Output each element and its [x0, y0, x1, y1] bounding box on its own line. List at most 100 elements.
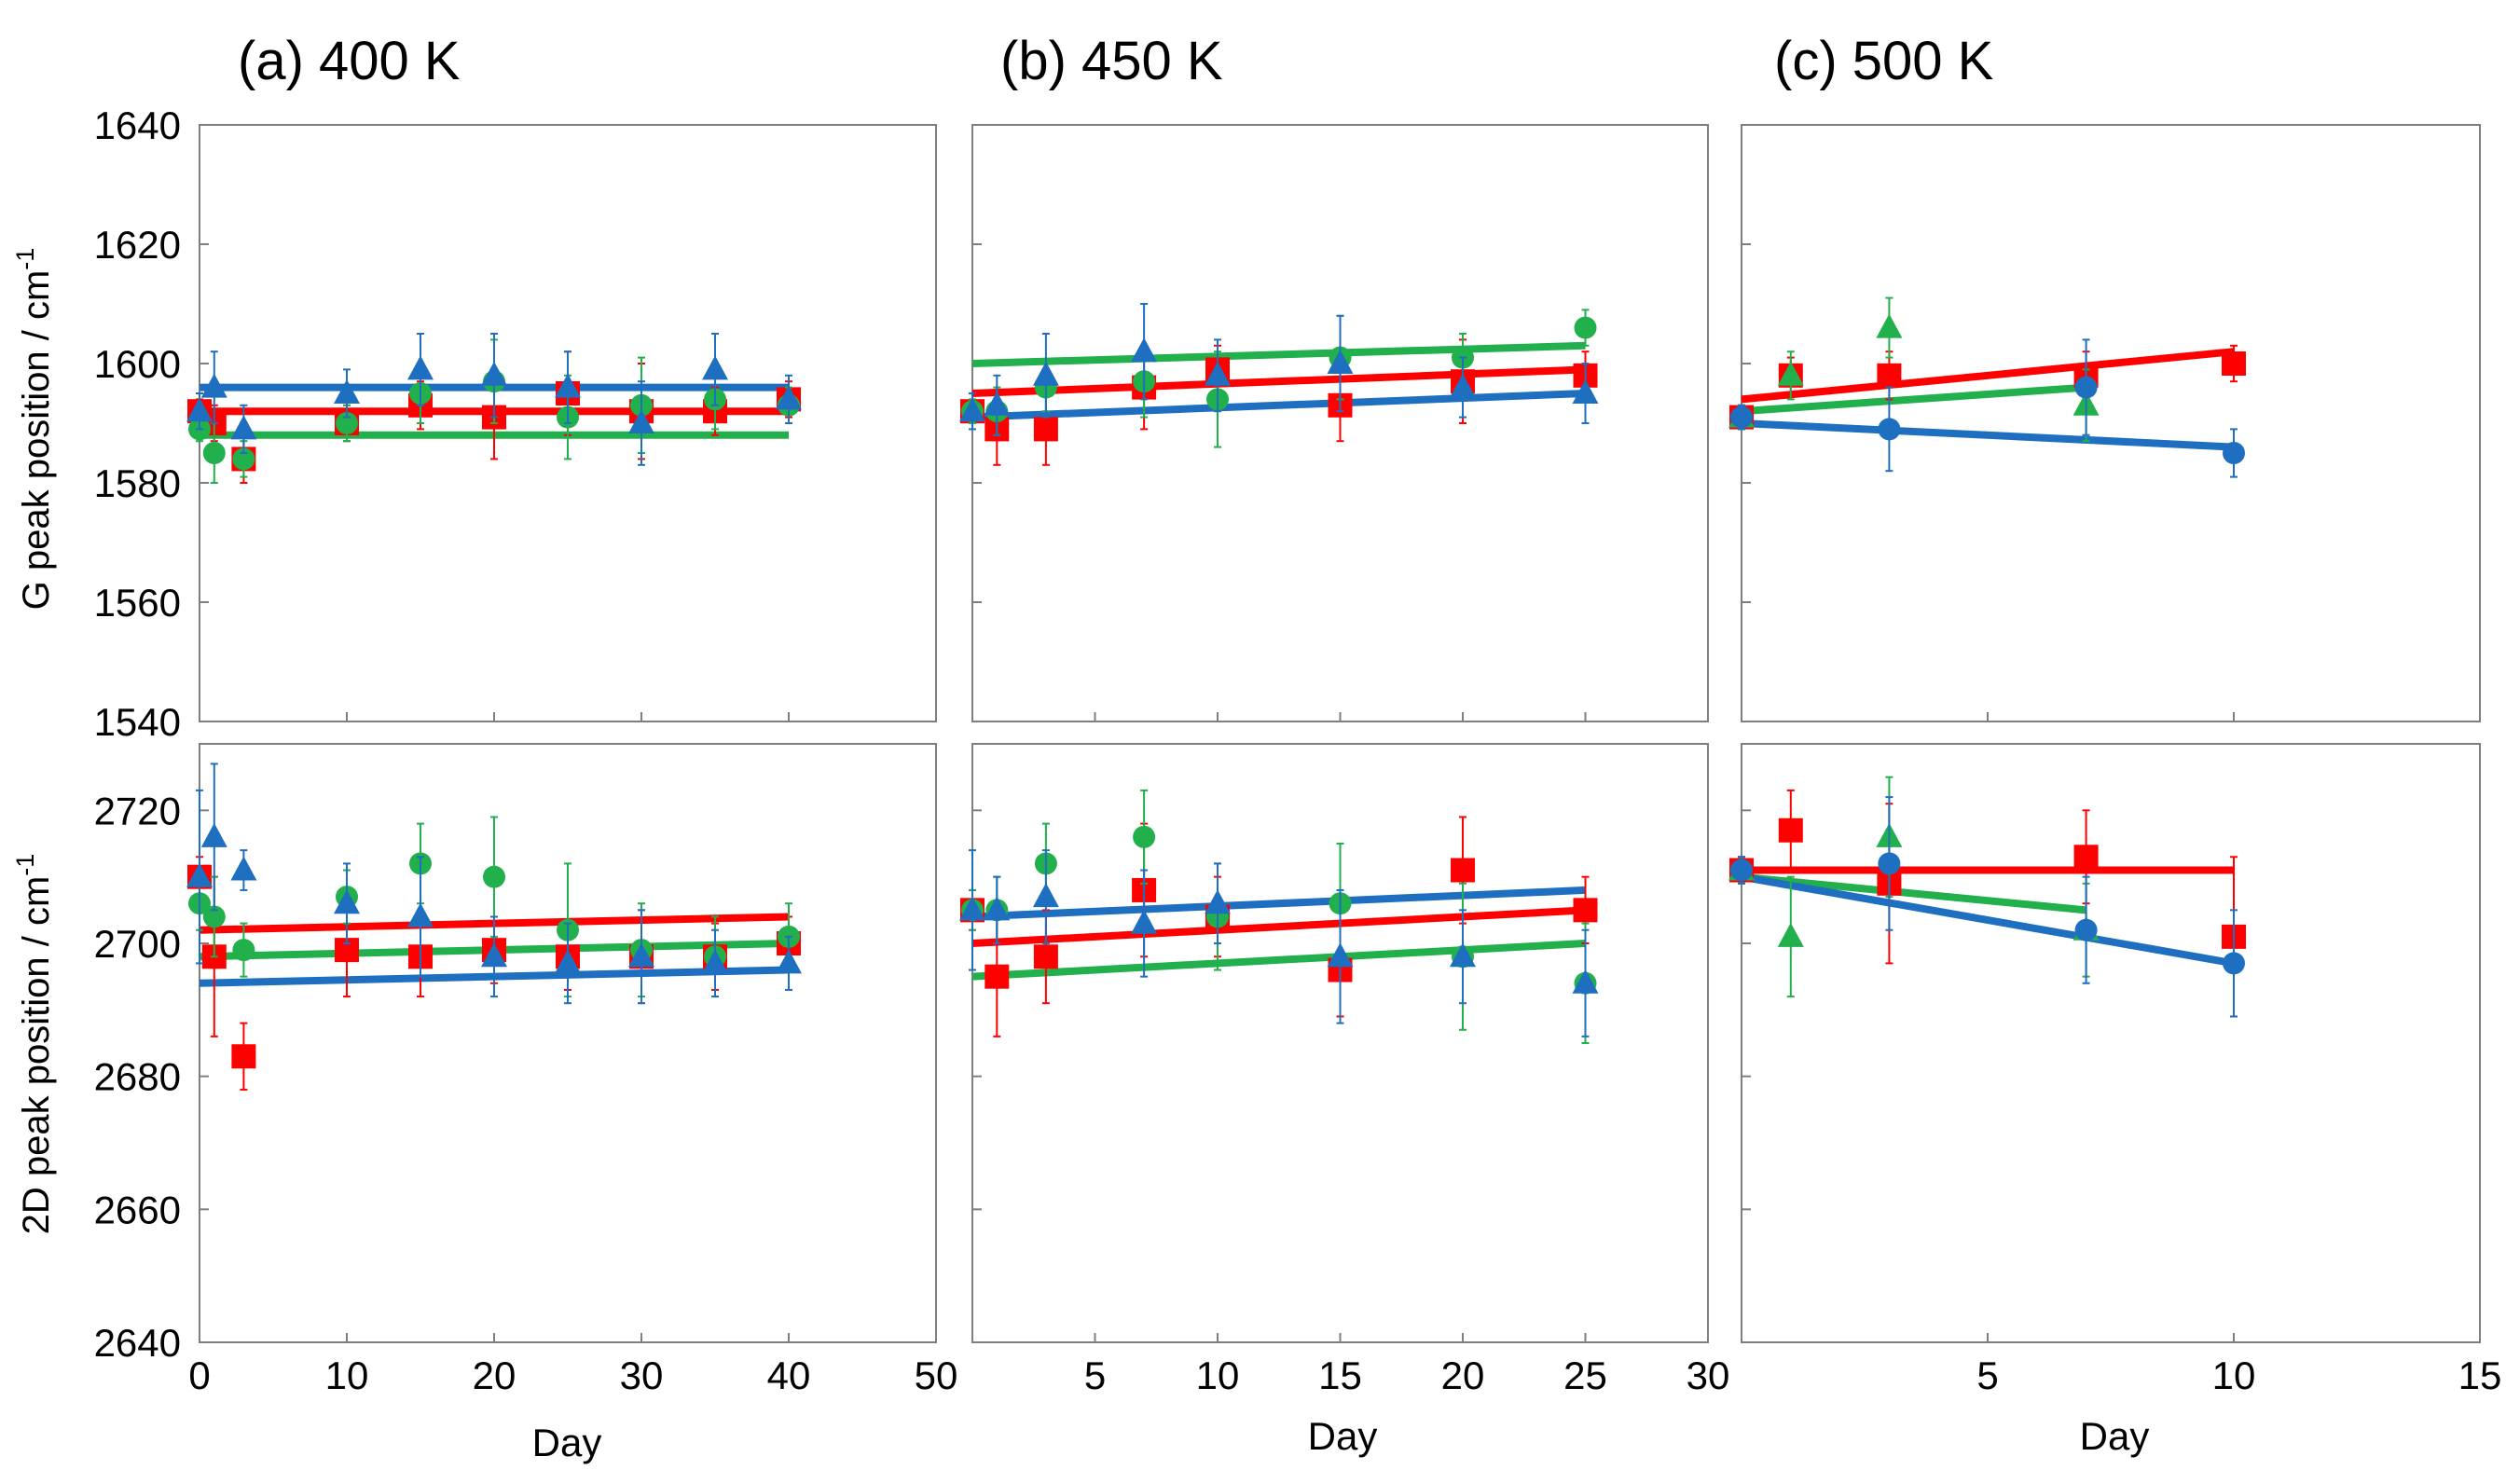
data-point-triangle — [628, 942, 654, 968]
y-axis-label-g: G peak position / cm-1 — [11, 248, 57, 611]
data-point-triangle — [230, 415, 257, 440]
data-point-square — [985, 964, 1010, 989]
fit-line — [1741, 419, 2235, 451]
data-point-triangle — [959, 397, 985, 422]
data-point-triangle — [481, 361, 507, 386]
data-point-triangle — [1450, 942, 1476, 968]
data-point-circle — [1574, 316, 1597, 339]
data-point-triangle — [1327, 350, 1354, 374]
x-tick-label: 5 — [1084, 1353, 1106, 1397]
data-marks — [186, 296, 2246, 1091]
panel-title-a: (a) 400 K — [238, 31, 461, 91]
x-axis-label-a: Day — [532, 1421, 602, 1464]
y-tick-label: 1540 — [94, 700, 181, 744]
y-tick-label: 1640 — [94, 103, 181, 147]
x-tick-label: 10 — [325, 1353, 369, 1397]
data-point-circle — [2074, 376, 2098, 399]
fit-line — [971, 390, 1586, 421]
data-point-triangle — [702, 949, 728, 974]
data-point-square — [1877, 363, 1902, 388]
data-point-triangle — [984, 391, 1011, 416]
data-point-triangle — [1131, 337, 1158, 363]
data-point-circle — [336, 412, 358, 434]
data-point-square — [1451, 858, 1475, 883]
x-tick-label: 10 — [2212, 1353, 2256, 1397]
data-point-triangle — [186, 862, 213, 887]
data-point-triangle — [407, 902, 434, 928]
data-point-triangle — [1876, 313, 1903, 338]
data-point-triangle — [702, 355, 728, 380]
y-tick-label: 1600 — [94, 342, 181, 386]
x-tick-label: 20 — [1441, 1353, 1485, 1397]
y-tick-label: 2700 — [94, 922, 181, 966]
data-point-circle — [2074, 918, 2098, 941]
data-point-triangle — [1032, 361, 1059, 386]
data-point-triangle — [1032, 883, 1059, 908]
data-point-triangle — [959, 896, 985, 921]
data-point-triangle — [200, 822, 227, 847]
data-point-circle — [232, 939, 255, 962]
panel-frame — [971, 743, 1709, 1343]
x-tick-label: 0 — [188, 1353, 210, 1397]
data-point-circle — [202, 442, 226, 464]
data-point-triangle — [1572, 379, 1599, 404]
x-tick-label: 50 — [915, 1353, 958, 1397]
panel-frames — [199, 124, 2481, 1343]
data-point-triangle — [776, 385, 802, 410]
data-point-triangle — [334, 379, 360, 404]
data-point-triangle — [1205, 889, 1231, 914]
x-tick-label: 5 — [1976, 1353, 1998, 1397]
data-point-square — [2222, 351, 2246, 376]
data-point-triangle — [407, 355, 434, 380]
data-point-square — [1033, 417, 1058, 442]
data-point-circle — [2223, 442, 2245, 464]
x-tick-label: 10 — [1196, 1353, 1240, 1397]
panel-frame — [1741, 743, 2481, 1343]
data-point-square — [1573, 898, 1598, 923]
data-point-circle — [1730, 405, 1753, 429]
data-point-triangle — [230, 856, 257, 881]
x-axis-label-b: Day — [1308, 1414, 1378, 1458]
panel-frame — [1741, 124, 2481, 722]
x-tick-label: 30 — [1687, 1353, 1730, 1397]
fit-line — [971, 906, 1586, 947]
x-tick-label: 30 — [620, 1353, 664, 1397]
data-point-triangle — [776, 949, 802, 974]
x-tick-label: 20 — [473, 1353, 516, 1397]
data-point-triangle — [186, 397, 213, 422]
data-point-circle — [1133, 825, 1156, 848]
data-point-square — [1033, 944, 1058, 969]
data-point-square — [231, 1044, 256, 1069]
fit-line — [1741, 873, 2086, 914]
data-point-triangle — [1205, 361, 1231, 386]
data-point-circle — [1878, 852, 1901, 875]
y-tick-label: 2660 — [94, 1188, 181, 1231]
data-point-triangle — [628, 409, 654, 433]
y-tick-label: 2720 — [94, 789, 181, 832]
panel-frame — [199, 743, 937, 1343]
x-tick-label: 40 — [767, 1353, 811, 1397]
data-point-triangle — [1450, 373, 1476, 398]
data-point-circle — [1878, 418, 1901, 441]
x-tick-label: 15 — [1318, 1353, 1362, 1397]
data-point-triangle — [1327, 942, 1354, 968]
y-tick-label: 2640 — [94, 1321, 181, 1365]
data-point-circle — [483, 865, 505, 888]
axes: 1540156015801600162016402640266026802700… — [94, 103, 2502, 1397]
y-tick-label: 1620 — [94, 223, 181, 267]
data-point-triangle — [1777, 361, 1804, 386]
fit-line — [1741, 873, 2235, 968]
fit-line — [971, 940, 1586, 981]
y-tick-label: 1560 — [94, 581, 181, 625]
fit-line — [971, 341, 1586, 367]
x-tick-label: 15 — [2458, 1353, 2502, 1397]
data-point-square — [2073, 845, 2099, 870]
fit-line — [971, 886, 1586, 921]
y-tick-label: 1580 — [94, 461, 181, 505]
fit-line — [1741, 383, 2086, 416]
data-point-triangle — [984, 896, 1011, 921]
data-point-circle — [2223, 952, 2245, 975]
y-axis-label-2d: 2D peak position / cm-1 — [11, 854, 57, 1235]
data-point-triangle — [200, 373, 227, 398]
